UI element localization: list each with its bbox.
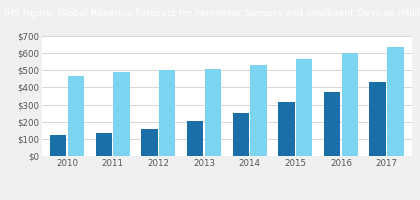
Bar	[113, 72, 130, 156]
Bar	[159, 70, 176, 156]
Bar	[187, 121, 203, 156]
Bar	[296, 59, 312, 156]
Bar	[278, 102, 294, 156]
Bar	[324, 92, 340, 156]
Bar	[68, 76, 84, 156]
Bar	[141, 129, 158, 156]
Bar	[387, 47, 404, 156]
Bar	[370, 82, 386, 156]
Text: IHS Figure: Global Revenue Forecast for Perimeter Sensors and Intelligent Device: IHS Figure: Global Revenue Forecast for …	[4, 8, 420, 18]
Bar	[341, 53, 358, 156]
Bar	[205, 69, 221, 156]
Bar	[233, 113, 249, 156]
Bar	[96, 133, 112, 156]
Bar	[50, 135, 66, 156]
Bar	[250, 65, 267, 156]
